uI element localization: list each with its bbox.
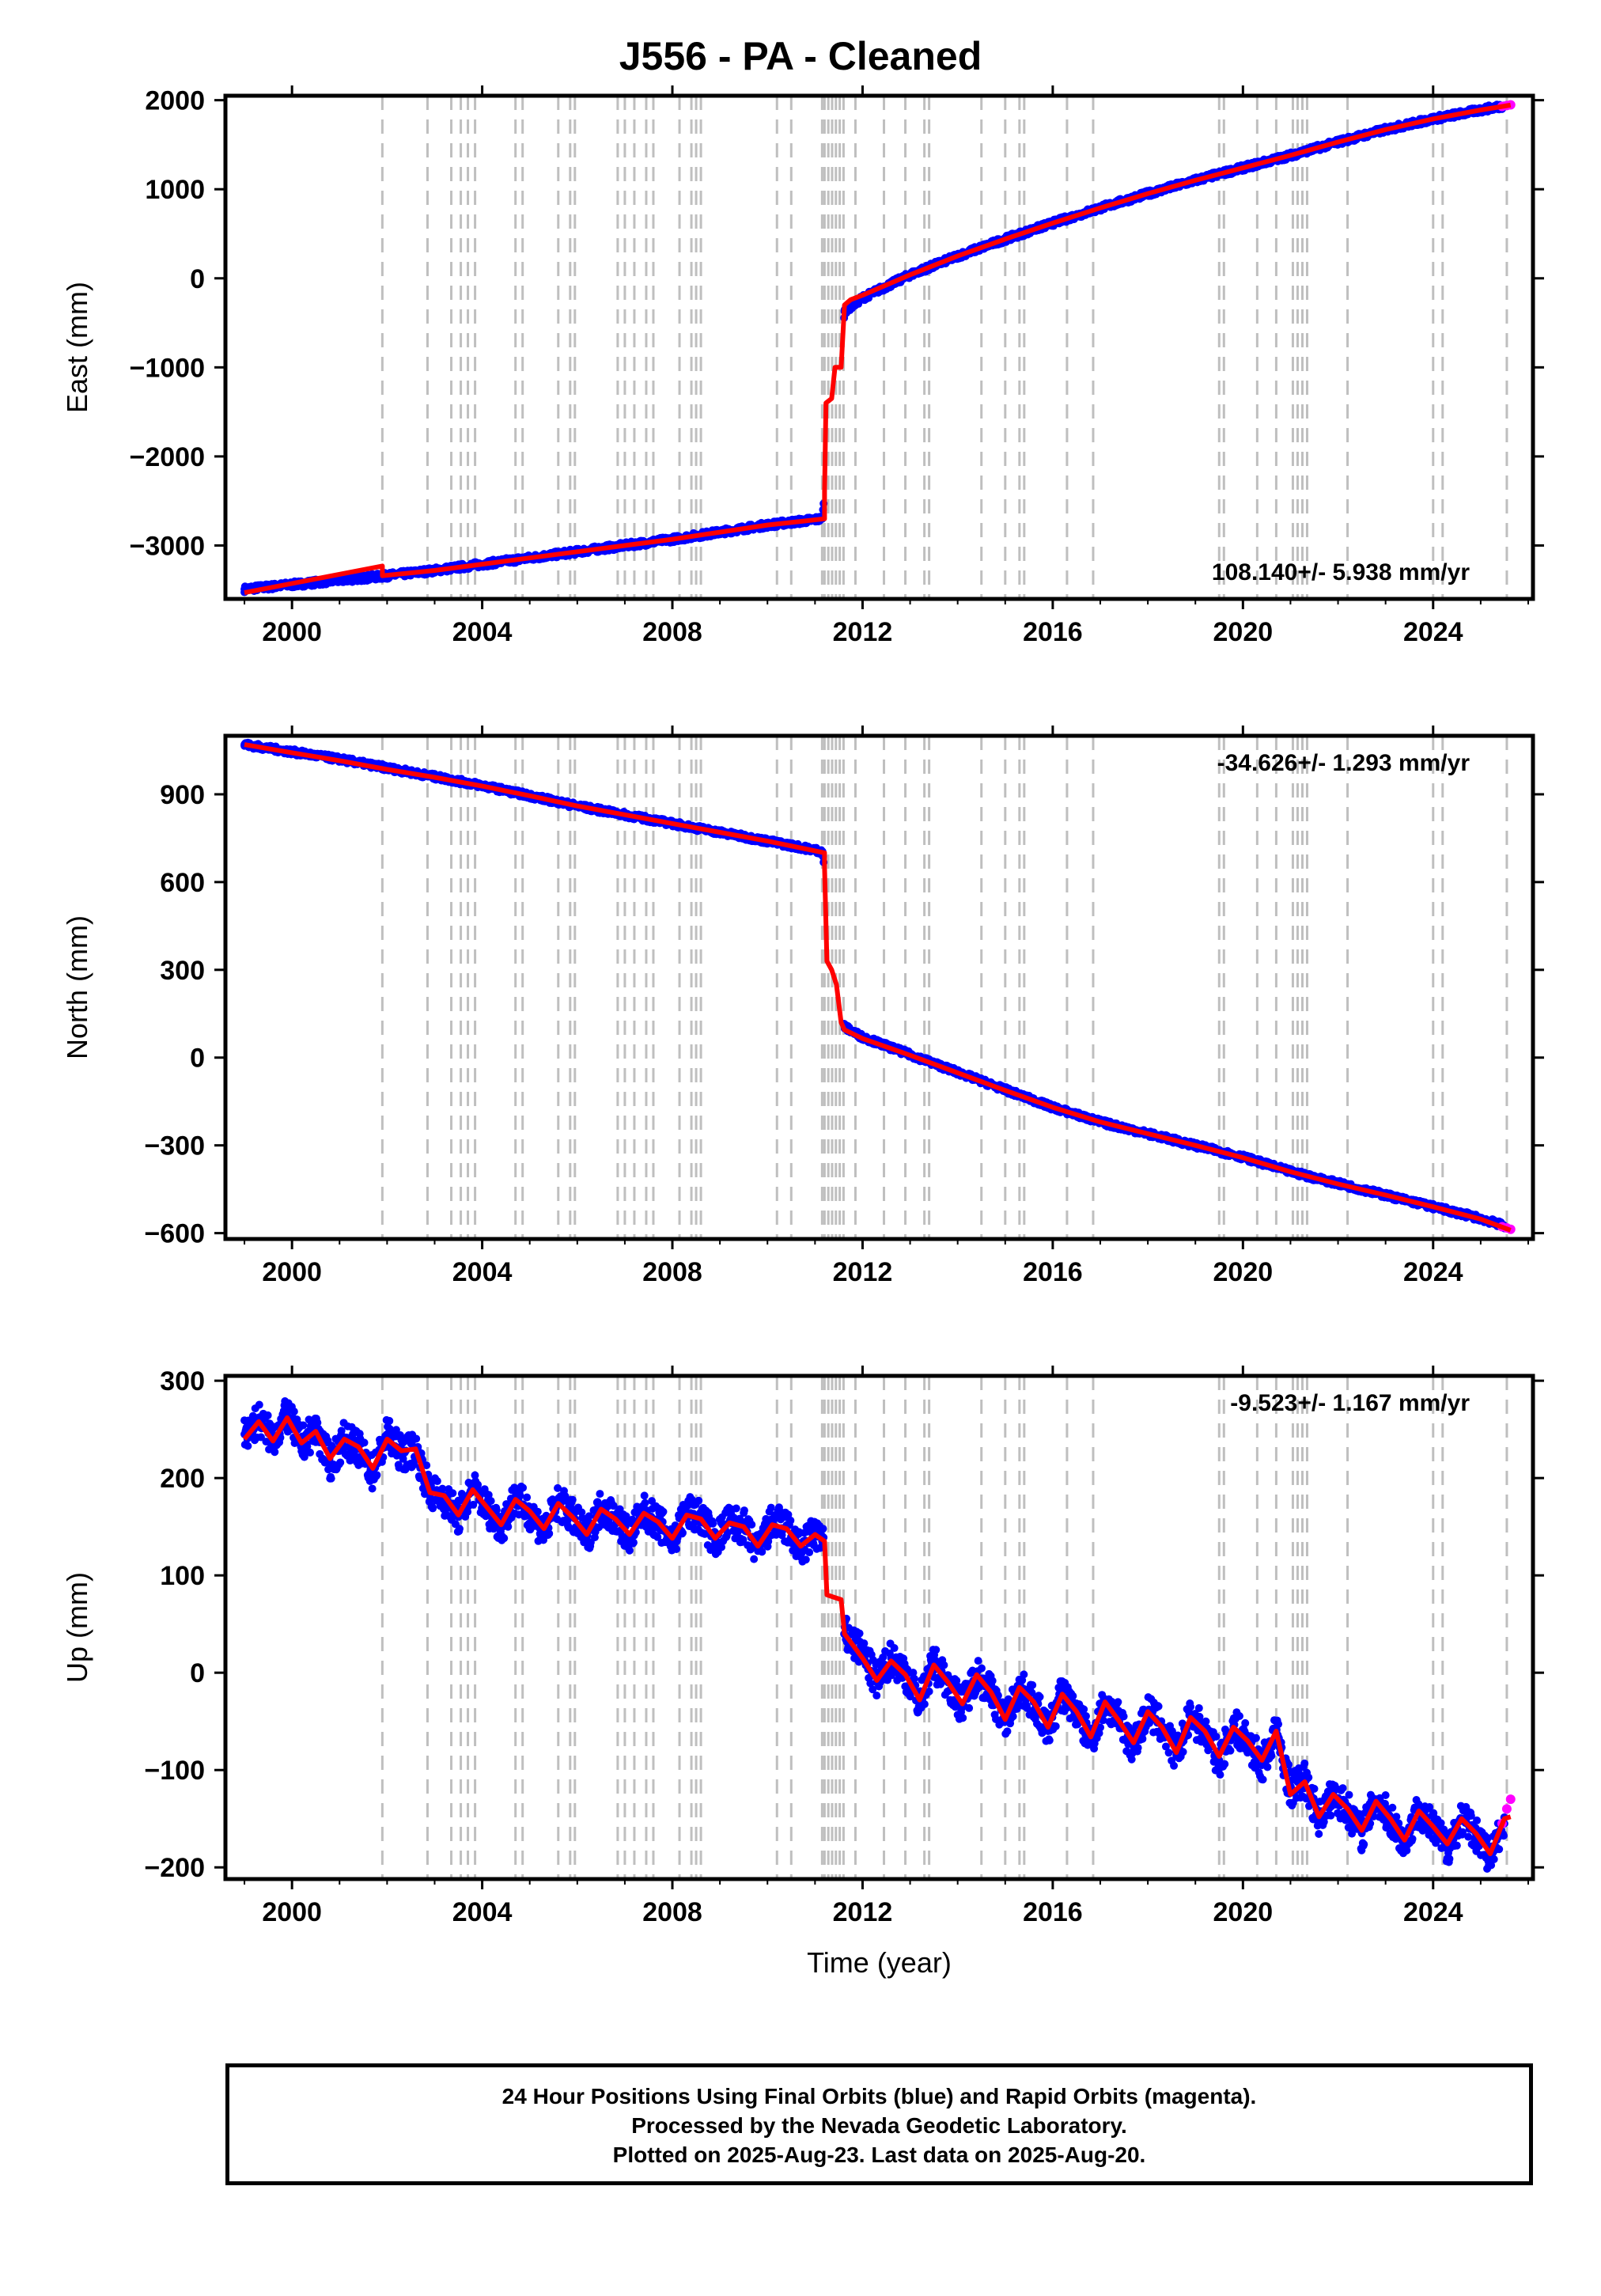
x-tick-label: 2020 xyxy=(1213,1257,1274,1287)
x-tick-label: 2024 xyxy=(1403,1257,1463,1287)
model-fit-line xyxy=(244,742,1512,1233)
y-tick-label: −3000 xyxy=(130,531,206,561)
final-orbits-points xyxy=(240,1397,1508,1873)
final-orbit-point xyxy=(271,1448,279,1457)
x-tick-label: 2012 xyxy=(833,617,893,647)
y-tick-label: 2000 xyxy=(145,86,205,116)
plot-frame xyxy=(223,93,1535,601)
final-orbit-point xyxy=(244,1442,252,1450)
final-orbit-point xyxy=(263,1411,272,1419)
y-tick-label: 600 xyxy=(160,868,205,898)
final-orbit-point xyxy=(336,1458,345,1467)
final-orbits-points xyxy=(240,738,1508,1233)
x-tick-label: 2016 xyxy=(1023,617,1083,647)
x-tick-label: 2020 xyxy=(1213,617,1274,647)
x-tick-label: 2008 xyxy=(642,617,702,647)
x-tick-label: 2012 xyxy=(833,1257,893,1287)
panel-east: 2000 2004 2008 2012 2016 2020 2024 −3000 −2000 −1… xyxy=(61,85,1544,647)
final-orbit-point xyxy=(290,1408,298,1416)
y-tick-label: 300 xyxy=(160,956,205,986)
x-tick-label: 2000 xyxy=(262,1257,322,1287)
y-tick-label: −2000 xyxy=(130,442,206,472)
x-tick-label: 2000 xyxy=(262,617,322,647)
x-tick-label: 2004 xyxy=(452,617,513,647)
y-tick-label: 0 xyxy=(190,264,205,294)
final-orbit-point xyxy=(305,1448,314,1457)
x-tick-label: 2008 xyxy=(642,1257,702,1287)
chart-title: J556 - PA - Cleaned xyxy=(619,34,982,78)
plot-frame xyxy=(223,733,1535,1241)
panel-up: 2000 2004 2008 2012 2016 2020 2024−200−1000100… xyxy=(61,1366,1544,1979)
x-tick-label: 2024 xyxy=(1403,617,1463,647)
y-tick-label: −300 xyxy=(144,1131,205,1161)
final-orbit-point xyxy=(299,1421,308,1430)
rate-label: 108.140+/- 5.938 mm/yr xyxy=(1212,559,1470,585)
y-tick-label: −1000 xyxy=(130,353,206,383)
x-tick-label: 2004 xyxy=(452,1257,513,1287)
model-fit-line xyxy=(244,102,1512,596)
y-axis-label: North (mm) xyxy=(61,915,93,1059)
final-orbit-point xyxy=(255,1400,263,1409)
panel-north: 2000 2004 2008 2012 2016 2020 2024 −600 −300 0 300… xyxy=(61,726,1544,1287)
y-tick-label: 900 xyxy=(160,780,205,810)
y-tick-label: 0 xyxy=(190,1044,205,1074)
y-tick-label: −600 xyxy=(144,1219,205,1249)
final-orbit-point xyxy=(327,1474,335,1483)
rate-label: -34.626+/- 1.293 mm/yr xyxy=(1217,750,1470,776)
final-orbits-points xyxy=(240,100,1508,597)
y-tick-label: 1000 xyxy=(145,175,205,205)
x-tick-label: 2016 xyxy=(1023,1257,1083,1287)
y-axis-label: East (mm) xyxy=(61,282,93,413)
